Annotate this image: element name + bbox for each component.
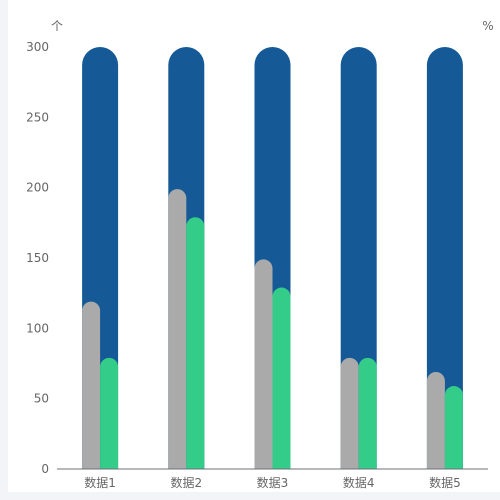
grey-bar: [426, 371, 445, 469]
y-tick-label: 100: [26, 321, 49, 335]
x-tick-label: 数据2: [170, 475, 202, 490]
bars: [82, 47, 463, 469]
grey-bar: [168, 189, 187, 469]
x-tick-label: 数据5: [429, 475, 461, 490]
y-tick-label: 150: [26, 251, 49, 265]
grey-bar: [82, 301, 101, 469]
green-bar: [358, 357, 377, 469]
page-edge-bottom: [0, 492, 500, 500]
y-tick-label: 50: [34, 392, 49, 406]
y-tick-label: 0: [41, 462, 49, 476]
right-axis-unit: %: [482, 19, 493, 33]
grey-bar: [254, 259, 273, 469]
background-bar: [426, 47, 463, 469]
grey-bar: [340, 357, 359, 469]
y-axis-ticks: 0 50 100 150 200 250 300: [26, 40, 49, 476]
y-tick-label: 300: [26, 40, 49, 54]
x-tick-label: 数据4: [343, 475, 375, 490]
page-edge-left: [0, 0, 8, 500]
green-bar: [272, 287, 291, 469]
x-tick-label: 数据1: [84, 475, 116, 490]
y-tick-label: 250: [26, 110, 49, 124]
left-axis-unit: 个: [51, 19, 63, 33]
green-bar: [186, 217, 205, 469]
green-bar: [444, 386, 463, 469]
y-tick-label: 200: [26, 181, 49, 195]
green-bar: [100, 357, 119, 469]
x-tick-label: 数据3: [257, 475, 289, 490]
x-axis-ticks: 数据1 数据2 数据3 数据4 数据5: [84, 475, 460, 490]
